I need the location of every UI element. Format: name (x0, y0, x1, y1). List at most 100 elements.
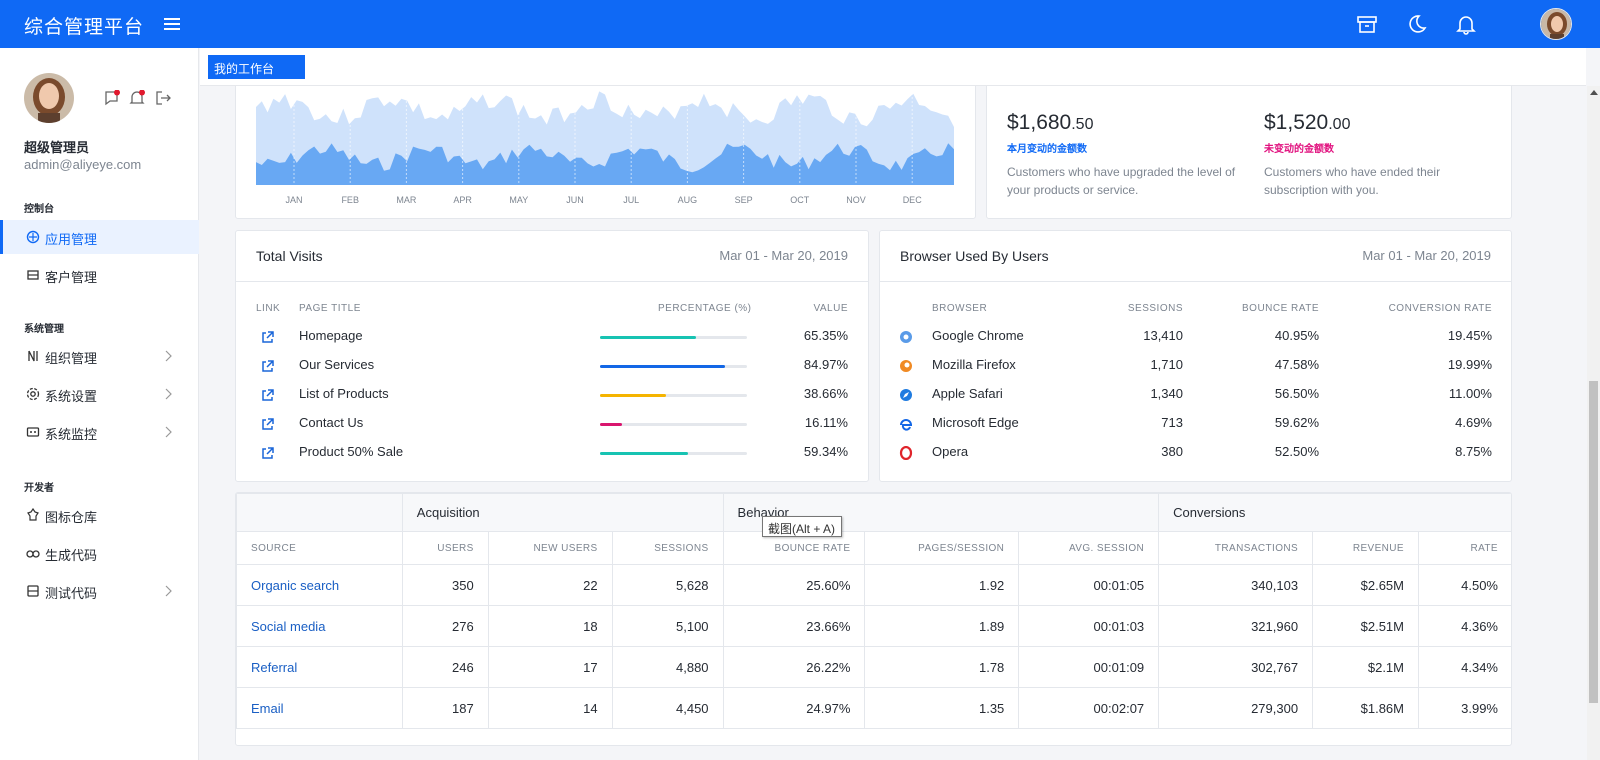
browser-card: Browser Used By Users Mar 01 - Mar 20, 2… (879, 230, 1512, 482)
sidebar-item-label: 应用管理 (45, 233, 98, 248)
revenue-label-changed: 本月变动的金额数 (1007, 144, 1087, 155)
scrollbar-thumb[interactable] (1589, 381, 1598, 703)
user-email: admin@aliyeye.com (24, 157, 142, 172)
sidebar-item-icon-library[interactable]: 图标仓库 (0, 498, 199, 532)
bell-icon[interactable] (1455, 13, 1477, 35)
column-header-new-users: NEW USERS (487, 531, 613, 565)
percentage-bar-fill (600, 452, 689, 455)
sidebar-item-customers[interactable]: 客户管理 (0, 258, 199, 292)
table-cell: 24.97% (722, 687, 866, 729)
table-cell: 00:01:09 (1018, 646, 1160, 688)
chrome-icon (900, 331, 912, 343)
safari-icon (900, 389, 912, 401)
table-cell: 1.35 (864, 687, 1020, 729)
browser-bounce-rate: 52.50% (1274, 444, 1319, 459)
area-series-front (256, 143, 954, 185)
table-cell: 00:01:05 (1018, 564, 1160, 606)
screenshot-tooltip: 截图(Alt + A) (762, 516, 843, 537)
source-link[interactable]: Social media (236, 605, 403, 647)
source-link[interactable]: Organic search (236, 564, 403, 606)
browser-name: Microsoft Edge (932, 415, 1019, 430)
table-cell: 3.99% (1418, 687, 1511, 729)
external-link-icon[interactable] (261, 418, 274, 431)
sidebar-item-test-code[interactable]: 测试代码 (0, 574, 199, 608)
month-tick-label: AUG (678, 195, 698, 205)
sidebar-item-organization[interactable]: 组织管理 (0, 339, 199, 373)
browser-conversion-rate: 8.75% (1455, 444, 1492, 459)
col-header-page: PAGE TITLE (299, 303, 361, 314)
col-header-sessions: SESSIONS (1127, 303, 1183, 314)
tab-workbench[interactable]: 我的工作台 (208, 55, 305, 79)
table-cell: 4,450 (611, 687, 724, 729)
notification-icon[interactable] (129, 90, 145, 106)
card-date-range: Mar 01 - Mar 20, 2019 (719, 248, 848, 263)
group-developer-label: 开发者 (24, 483, 54, 494)
card-header: Total Visits Mar 01 - Mar 20, 2019 (236, 231, 868, 282)
percentage-bar-fill (600, 365, 725, 368)
table-cell: 1.78 (864, 646, 1020, 688)
firefox-icon (900, 360, 912, 372)
table-cell: 1.92 (864, 564, 1020, 606)
column-header-pages-session: PAGES/SESSION (864, 531, 1020, 565)
card-header: Browser Used By Users Mar 01 - Mar 20, 2… (880, 231, 1511, 282)
user-avatar[interactable] (1540, 8, 1572, 40)
browser-sessions: 713 (1161, 415, 1183, 430)
table-row: Organic search 350 22 5,628 25.60% 1.92 00:01:… (236, 564, 1511, 606)
visit-value: 38.66% (803, 386, 848, 401)
opera-icon (899, 446, 913, 460)
month-tick-label: APR (453, 195, 472, 205)
browser-conversion-rate: 4.69% (1455, 415, 1492, 430)
revenue-label-unchanged: 未变动的金额数 (1264, 144, 1334, 155)
browser-conversion-rate: 11.00% (1448, 386, 1492, 401)
vertical-scrollbar[interactable] (1587, 86, 1600, 760)
chevron-right-icon (165, 585, 172, 597)
table-cell: 246 (401, 646, 489, 688)
org-icon (28, 350, 38, 362)
column-header-avg-session: AVG. SESSION (1018, 531, 1160, 565)
column-header-rate: RATE (1418, 531, 1511, 565)
month-tick-label: FEB (341, 195, 359, 205)
sidebar-item-generate-code[interactable]: 生成代码 (0, 536, 199, 570)
table-cell: $2.1M (1312, 646, 1419, 688)
month-tick-label: SEP (735, 195, 753, 205)
col-header-percentage: PERCENTAGE (%) (658, 303, 752, 314)
month-tick-label: NOV (846, 195, 866, 205)
settings-icon (26, 387, 40, 401)
visit-value: 59.34% (803, 444, 848, 459)
profile-avatar[interactable] (24, 73, 74, 123)
logout-icon[interactable] (155, 90, 171, 106)
moon-icon[interactable] (1406, 13, 1428, 35)
sidebar-item-system-monitor[interactable]: 系统监控 (0, 415, 199, 449)
percentage-bar (600, 365, 747, 368)
percentage-bar-fill (600, 336, 696, 339)
app-title: 综合管理平台 (24, 16, 145, 38)
group-header-conversions: Conversions (1158, 493, 1511, 532)
external-link-icon[interactable] (261, 360, 274, 373)
sidebar-item-system-settings[interactable]: 系统设置 (0, 377, 199, 411)
monitor-icon (26, 427, 40, 437)
customer-icon (27, 270, 39, 280)
browser-name: Mozilla Firefox (932, 357, 1016, 372)
source-link[interactable]: Referral (236, 646, 403, 688)
external-link-icon[interactable] (261, 389, 274, 402)
browser-bounce-rate: 40.95% (1274, 328, 1319, 343)
month-tick-label: JAN (285, 195, 302, 205)
table-cell: 17 (487, 646, 613, 688)
scroll-up-arrow-icon[interactable] (1590, 90, 1598, 95)
table-cell: 302,767 (1158, 646, 1314, 688)
table-column-header: SOURCE USERS NEW USERS SESSIONS BOUNCE RATE P… (236, 531, 1511, 565)
sidebar-item-app-management[interactable]: 应用管理 (0, 220, 199, 254)
source-link[interactable]: Email (236, 687, 403, 729)
archive-icon[interactable] (1356, 13, 1378, 35)
external-link-icon[interactable] (261, 447, 274, 460)
message-icon[interactable] (104, 90, 120, 106)
icons-icon (27, 508, 39, 521)
menu-toggle-icon[interactable] (163, 15, 181, 33)
external-link-icon[interactable] (261, 331, 274, 344)
column-header-transactions: TRANSACTIONS (1158, 531, 1314, 565)
revenue-amount-unchanged: $1,520.00 (1264, 111, 1351, 134)
area-chart: JAN FEB MAR APR MAY JUN JUL AUG SEP OCT NOV DEC (256, 86, 954, 205)
area-chart-card: JAN FEB MAR APR MAY JUN JUL AUG SEP OCT NOV DEC (235, 86, 976, 219)
test-icon (27, 585, 39, 597)
table-cell: 279,300 (1158, 687, 1314, 729)
